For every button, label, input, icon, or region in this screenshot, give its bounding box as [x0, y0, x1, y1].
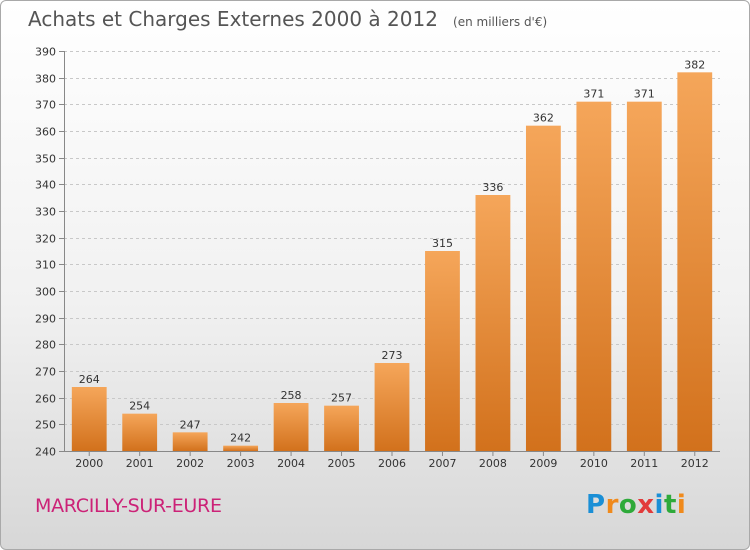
y-tick-label: 370 [35, 99, 56, 112]
y-tick-label: 340 [35, 179, 56, 192]
x-tick-label: 2004 [277, 457, 305, 470]
x-tick-label: 2005 [328, 457, 356, 470]
bar-value-label: 371 [634, 88, 655, 101]
y-tick-label: 240 [35, 446, 56, 459]
bar-2007 [425, 251, 460, 451]
logo-letter: x [637, 490, 655, 520]
bar-value-label: 264 [79, 373, 100, 386]
x-tick-label: 2000 [75, 457, 103, 470]
y-tick-label: 350 [35, 153, 56, 166]
x-tick-label: 2010 [580, 457, 608, 470]
bar-2002 [172, 432, 208, 451]
title-main: Achats et Charges Externes 2000 à 2012 [28, 7, 438, 31]
bar-value-label: 362 [533, 112, 554, 125]
x-tick-label: 2003 [227, 457, 255, 470]
bar-value-label: 382 [684, 58, 705, 71]
bar-layer: 264 254 247 242 258 257 273 315 336 362 371 371 382 [71, 58, 713, 452]
y-tick-label: 270 [35, 366, 56, 379]
proxiti-logo[interactable]: Proxiti [586, 490, 686, 520]
x-tick-label: 2001 [126, 457, 154, 470]
bar-value-label: 336 [482, 181, 503, 194]
bar-value-label: 315 [432, 237, 453, 250]
logo-letter: r [605, 490, 619, 520]
y-tick-label: 330 [35, 206, 56, 219]
logo-letter: o [618, 490, 638, 520]
x-tick-label: 2009 [529, 457, 557, 470]
bar-2006 [374, 363, 410, 451]
x-tick-label: 2008 [479, 457, 507, 470]
bar-2005 [324, 405, 359, 451]
bar-value-label: 247 [180, 418, 201, 431]
bar-value-label: 258 [281, 389, 302, 402]
bar-2009 [525, 125, 561, 452]
y-tick-label: 380 [35, 73, 56, 86]
bar-value-label: 371 [583, 88, 604, 101]
bar-2000 [71, 387, 107, 451]
chart-title: Achats et Charges Externes 2000 à 2012 (… [28, 7, 547, 31]
bar-2011 [626, 101, 662, 452]
x-tick-label: 2007 [428, 457, 456, 470]
y-tick-label: 260 [35, 393, 56, 406]
y-tick-label: 280 [35, 339, 56, 352]
bar-2004 [273, 403, 309, 451]
x-tick-label: 2002 [176, 457, 204, 470]
y-tick-label: 360 [35, 126, 56, 139]
bar-2003 [223, 445, 259, 451]
y-tick-label: 290 [35, 313, 56, 326]
axis-layer: 240 250 260 270 280 290 300 310 320 330 340 350 360 3… [35, 46, 720, 470]
bar-2012 [677, 72, 713, 451]
title-unit: (en milliers d'€) [453, 15, 548, 29]
bar-value-label: 257 [331, 392, 352, 405]
y-tick-label: 390 [35, 46, 56, 59]
bar-value-label: 242 [230, 432, 251, 445]
logo-letter: i [676, 490, 687, 520]
bar-value-label: 273 [382, 349, 403, 362]
x-tick-label: 2012 [681, 457, 709, 470]
x-tick-label: 2011 [630, 457, 658, 470]
y-tick-label: 310 [35, 259, 56, 272]
x-tick-label: 2006 [378, 457, 406, 470]
logo-letter: t [663, 490, 677, 520]
commune-name: MARCILLY-SUR-EURE [35, 495, 222, 517]
bar-2001 [122, 413, 158, 451]
logo-letter: i [654, 490, 664, 520]
bar-2010 [576, 101, 612, 452]
bar-2008 [475, 195, 511, 451]
y-tick-label: 250 [35, 419, 56, 432]
logo-letter: P [586, 490, 606, 520]
bar-value-label: 254 [129, 400, 150, 413]
y-tick-label: 320 [35, 233, 56, 246]
y-tick-label: 300 [35, 286, 56, 299]
